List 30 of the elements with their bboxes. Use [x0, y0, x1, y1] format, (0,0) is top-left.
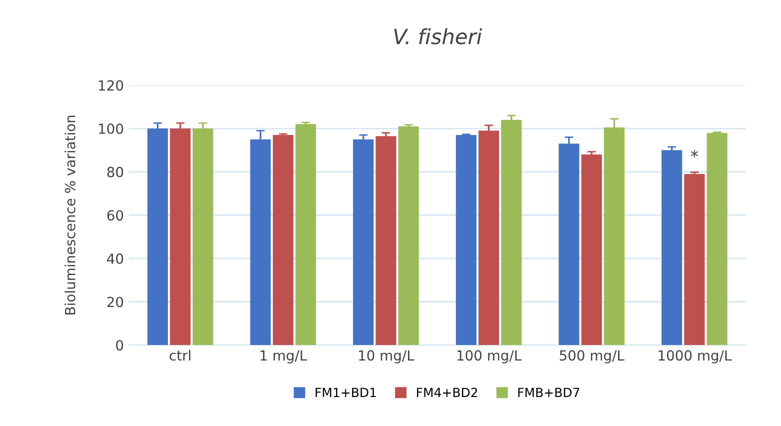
y-tick-label: 80: [107, 166, 124, 178]
y-tick-label: 100: [99, 123, 124, 134]
bar: [295, 124, 316, 346]
bar: [684, 174, 705, 346]
bar: [456, 135, 476, 346]
bar: [272, 135, 294, 346]
x-tick-label: 1000 mg/L: [658, 350, 732, 364]
y-axis-title: Bioluminescence % variation: [64, 116, 76, 314]
chart-title: V. fisheri: [394, 28, 482, 44]
bar: [662, 150, 682, 346]
bar: [501, 120, 522, 346]
bar: [353, 139, 374, 346]
y-tick-label: 20: [107, 296, 124, 308]
bar: [376, 136, 396, 346]
legend-label: FM4+BD2: [416, 388, 478, 397]
x-tick-label: 100 mg/L: [457, 350, 522, 364]
y-tick-label: 120: [99, 80, 124, 91]
annotation: *: [690, 150, 698, 158]
legend-label: FM1+BD1: [316, 388, 376, 397]
x-tick-label: 500 mg/L: [560, 350, 624, 364]
x-tick-label: 1 mg/L: [260, 350, 308, 364]
x-tick-label: ctrl: [170, 350, 190, 361]
bar: [581, 154, 602, 346]
y-tick-label: 40: [107, 253, 124, 264]
bar: [706, 132, 728, 346]
y-tick-label: 60: [107, 210, 124, 221]
legend-label: FMB+BD7: [518, 388, 580, 397]
y-tick-label: 0: [116, 340, 124, 351]
bar: [398, 126, 419, 346]
x-tick-label: 10 mg/L: [359, 350, 414, 364]
